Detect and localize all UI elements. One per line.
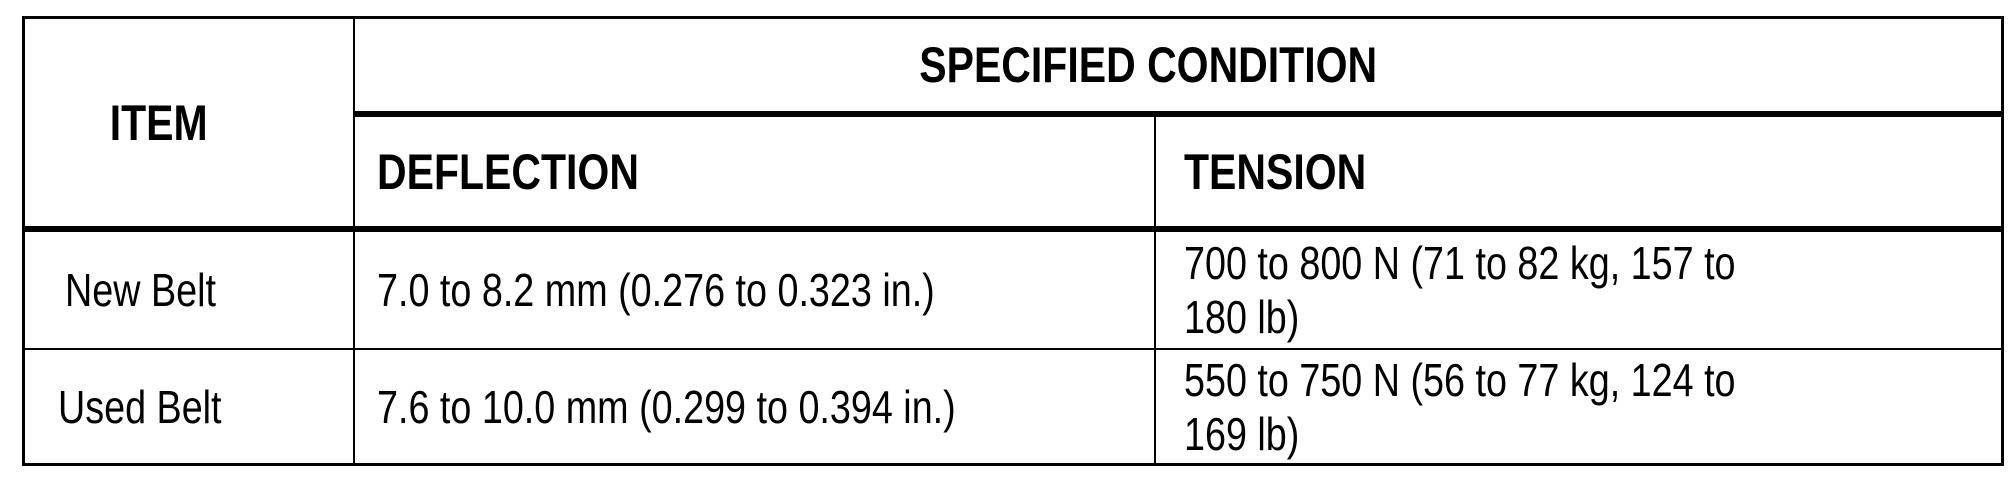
cell-tension: 700 to 800 N (71 to 82 kg, 157 to 180 lb… bbox=[1184, 237, 1736, 343]
cell-tension: 550 to 750 N (56 to 77 kg, 124 to 169 lb… bbox=[1184, 353, 1736, 460]
table-border-left bbox=[22, 16, 25, 466]
table-border-top bbox=[22, 16, 2004, 19]
table-border-bottom bbox=[22, 463, 2004, 466]
cell-deflection: 7.0 to 8.2 mm (0.276 to 0.323 in.) bbox=[377, 264, 935, 316]
header-deflection: DEFLECTION bbox=[377, 143, 639, 200]
cell-item: New Belt bbox=[65, 264, 216, 316]
header-bottom-divider bbox=[22, 226, 2004, 232]
row-divider bbox=[22, 348, 2004, 350]
header-divider bbox=[353, 111, 2004, 117]
header-tension: TENSION bbox=[1184, 143, 1367, 200]
cell-item: Used Belt bbox=[58, 380, 222, 433]
header-item: ITEM bbox=[110, 94, 208, 151]
table-border-right bbox=[2001, 16, 2004, 466]
header-specified-condition: SPECIFIED CONDITION bbox=[919, 37, 1377, 93]
column-divider-2 bbox=[1154, 114, 1156, 466]
cell-deflection: 7.6 to 10.0 mm (0.299 to 0.394 in.) bbox=[377, 380, 956, 433]
column-divider-1 bbox=[353, 16, 355, 466]
